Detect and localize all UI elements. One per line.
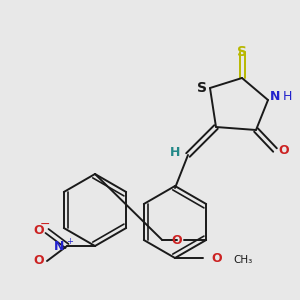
Text: CH₃: CH₃	[233, 255, 252, 265]
Text: S: S	[237, 45, 247, 59]
Text: +: +	[67, 238, 73, 247]
Text: H: H	[282, 91, 292, 103]
Text: O: O	[212, 251, 222, 265]
Text: O: O	[34, 254, 44, 268]
Text: O: O	[34, 224, 44, 238]
Text: H: H	[170, 146, 180, 160]
Text: O: O	[172, 233, 182, 247]
Text: O: O	[279, 143, 289, 157]
Text: −: −	[40, 218, 50, 230]
Text: N: N	[270, 91, 280, 103]
Text: N: N	[54, 239, 64, 253]
Text: S: S	[197, 81, 207, 95]
